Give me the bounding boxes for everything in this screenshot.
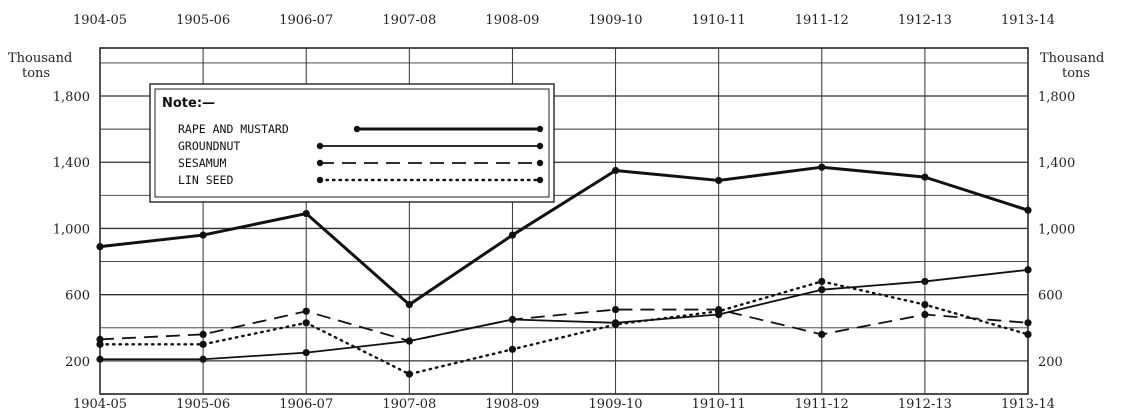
data-point-rape-and-mustard	[508, 231, 517, 239]
data-point-rape-and-mustard	[611, 166, 620, 175]
series-line-rape-and-mustard	[99, 165, 1029, 307]
y-tick-label-left: 200	[65, 355, 90, 370]
x-tick-label-bottom: 1906-07	[279, 397, 333, 412]
x-tick-label-top: 1908-09	[485, 13, 539, 28]
y-tick-label-left: 1,400	[53, 156, 90, 171]
x-tick-label-bottom: 1904-05	[73, 397, 127, 412]
x-tick-label-bottom: 1912-13	[898, 397, 952, 412]
legend-title: Note:—	[162, 96, 215, 111]
x-tick-label-bottom: 1905-06	[176, 397, 230, 412]
data-point-groundnut	[1024, 266, 1032, 274]
data-point-sesamum	[1024, 319, 1032, 327]
x-tick-label-top: 1910-11	[692, 13, 746, 28]
x-tick-label-top: 1907-08	[382, 13, 436, 28]
data-point-lin-seed	[199, 340, 207, 348]
unit-label-right: Thousand	[1040, 51, 1104, 66]
legend-swatch-point	[536, 125, 544, 133]
data-point-rape-and-mustard	[818, 163, 826, 171]
x-tick-label-bottom: 1907-08	[382, 397, 436, 412]
data-point-sesamum	[611, 305, 620, 314]
series-line-groundnut	[100, 268, 1029, 361]
legend-entry-label: GROUNDNUT	[178, 139, 240, 153]
data-point-groundnut	[302, 349, 310, 357]
tick-labels: 1904-05 1904-05 1905-06 1905-06 1906-07 1906-…	[8, 13, 1104, 412]
data-point-lin-seed	[715, 307, 723, 315]
data-point-sesamum	[508, 315, 517, 324]
legend-inner-box	[154, 88, 550, 198]
data-point-sesamum	[199, 330, 207, 339]
x-tick-label-top: 1913-14	[1001, 13, 1055, 28]
data-point-rape-and-mustard	[199, 231, 207, 239]
legend: Note:— RAPE AND MUSTARD GROUNDNUT SESAMUM LI…	[149, 83, 555, 203]
data-point-sesamum	[921, 310, 929, 319]
data-point-rape-and-mustard	[715, 176, 723, 185]
data-point-lin-seed	[508, 345, 517, 353]
unit-label-left: tons	[22, 66, 50, 81]
x-tick-label-top: 1905-06	[176, 13, 230, 28]
unit-label-right: tons	[1062, 66, 1090, 81]
x-tick-label-bottom: 1913-14	[1001, 397, 1055, 412]
legend-swatch-point	[316, 142, 324, 150]
y-tick-label-right: 1,000	[1038, 222, 1075, 237]
x-tick-label-bottom: 1909-10	[589, 397, 643, 412]
series-line-sesamum	[99, 308, 1029, 342]
data-point-sesamum	[405, 337, 413, 345]
legend-entry-label: SESAMUM	[178, 156, 227, 170]
x-tick-label-bottom: 1911-12	[795, 397, 849, 412]
data-point-rape-and-mustard	[921, 173, 929, 181]
data-point-groundnut	[199, 355, 207, 363]
data-point-lin-seed	[611, 320, 620, 329]
data-point-lin-seed	[921, 301, 929, 309]
data-point-rape-and-mustard	[302, 209, 310, 218]
y-tick-label-right: 200	[1038, 355, 1063, 370]
legend-swatch-point	[536, 176, 544, 184]
y-tick-label-left: 600	[65, 289, 90, 304]
legend-box	[149, 83, 555, 203]
series-lines	[96, 163, 1032, 378]
series-line-lin-seed	[98, 280, 1030, 376]
x-tick-label-bottom: 1910-11	[692, 397, 746, 412]
data-point-rape-and-mustard	[405, 301, 413, 309]
data-point-lin-seed	[1024, 330, 1032, 339]
data-point-groundnut	[96, 355, 104, 363]
legend-entry-label: LIN SEED	[178, 173, 233, 187]
legend-swatch-point	[316, 176, 324, 184]
data-point-groundnut	[921, 277, 929, 286]
x-tick-label-bottom: 1908-09	[485, 397, 539, 412]
x-tick-label-top: 1904-05	[73, 13, 127, 28]
data-point-lin-seed	[302, 319, 310, 327]
legend-swatch-point	[316, 159, 324, 167]
y-tick-label-right: 1,400	[1038, 156, 1075, 171]
y-tick-label-right: 600	[1038, 289, 1063, 304]
legend-swatch-point	[536, 142, 544, 150]
data-point-sesamum	[818, 330, 826, 339]
x-tick-label-top: 1909-10	[589, 13, 643, 28]
x-tick-label-top: 1912-13	[898, 13, 952, 28]
data-point-rape-and-mustard	[1024, 206, 1032, 214]
legend-entry-label: RAPE AND MUSTARD	[178, 122, 289, 136]
y-tick-label-left: 1,000	[53, 222, 90, 237]
x-tick-label-top: 1906-07	[279, 13, 333, 28]
data-point-lin-seed	[96, 340, 104, 348]
y-tick-label-right: 1,800	[1038, 90, 1075, 105]
data-point-lin-seed	[405, 370, 413, 378]
unit-label-left: Thousand	[8, 51, 72, 66]
x-tick-label-top: 1911-12	[795, 13, 849, 28]
data-point-groundnut	[818, 286, 826, 294]
data-point-lin-seed	[818, 277, 826, 286]
data-point-sesamum	[96, 335, 104, 343]
legend-swatch-point	[353, 125, 361, 133]
data-point-sesamum	[302, 307, 310, 315]
legend-swatch-point	[536, 159, 544, 167]
y-tick-label-left: 1,800	[53, 90, 90, 105]
data-point-rape-and-mustard	[96, 243, 104, 251]
